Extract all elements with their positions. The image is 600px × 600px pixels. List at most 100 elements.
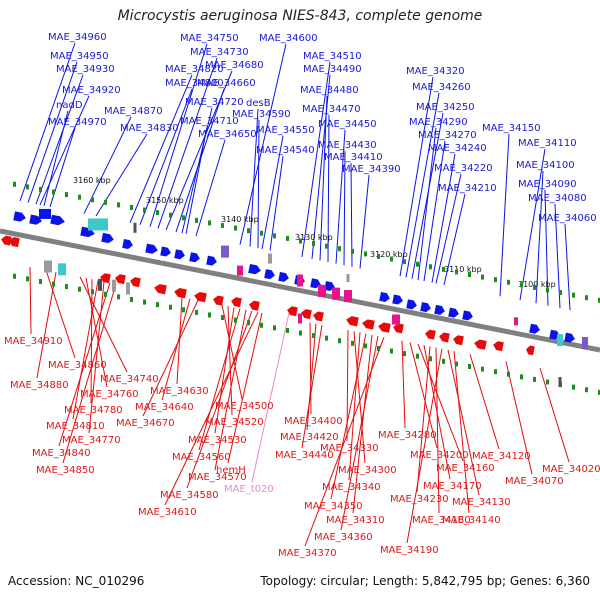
reverse-gene-arrow bbox=[378, 322, 391, 333]
gene-label-top: MAE_34920 bbox=[62, 85, 121, 96]
scale-tick-mark bbox=[442, 358, 445, 364]
leader-line-bottom bbox=[417, 343, 464, 462]
rna-feature-box bbox=[297, 274, 303, 287]
gene-label-top: MAE_34950 bbox=[50, 51, 109, 62]
leader-line-top bbox=[257, 119, 260, 249]
gene-label-top: MAE_34800 bbox=[165, 78, 224, 89]
leader-line-bottom bbox=[306, 323, 317, 431]
leader-line-top bbox=[35, 74, 84, 205]
gene-label-top: MAE_34390 bbox=[342, 164, 401, 175]
kbp-tick-label: 3140 kbp bbox=[221, 215, 259, 224]
reverse-gene-arrow bbox=[174, 288, 187, 299]
leader-line-bottom bbox=[330, 333, 367, 500]
leader-line-bottom bbox=[304, 336, 385, 547]
scale-tick-mark bbox=[351, 340, 354, 346]
leader-line-bottom bbox=[227, 312, 263, 464]
scale-tick-mark bbox=[39, 186, 42, 192]
leader-line-top bbox=[301, 61, 331, 257]
forward-gene-arrow bbox=[278, 271, 289, 282]
scale-tick-mark bbox=[338, 338, 341, 344]
scale-tick-mark bbox=[182, 215, 185, 221]
scale-tick-mark bbox=[117, 294, 120, 300]
forward-gene-arrow bbox=[392, 294, 403, 305]
scale-tick-mark bbox=[546, 287, 549, 293]
scale-tick-mark bbox=[377, 253, 380, 259]
leader-line-bottom bbox=[409, 342, 438, 449]
scale-tick-mark bbox=[299, 330, 302, 336]
scale-tick-mark bbox=[39, 278, 42, 284]
scale-tick-mark bbox=[299, 238, 302, 244]
reverse-gene-arrow bbox=[425, 329, 436, 340]
gene-label-top: MAE_34320 bbox=[406, 66, 465, 77]
gene-label-bottom: MAE_34740 bbox=[100, 374, 159, 385]
rna-feature-box bbox=[392, 314, 400, 325]
scale-tick-mark bbox=[403, 259, 406, 265]
leader-line-top bbox=[185, 126, 208, 234]
forward-gene-arrow bbox=[420, 302, 431, 313]
gene-label-bottom: MAE_34190 bbox=[380, 545, 439, 556]
leader-line-bottom bbox=[176, 297, 183, 385]
rna-feature-box bbox=[557, 334, 563, 347]
gene-label-top: MAE_34430 bbox=[318, 140, 377, 151]
forward-gene-arrow bbox=[80, 226, 95, 238]
scale-tick-mark bbox=[494, 277, 497, 283]
gene-label-bottom: MAE_34570 bbox=[188, 472, 247, 483]
forward-gene-arrow bbox=[101, 232, 114, 244]
scale-tick-mark bbox=[247, 228, 250, 234]
rna-feature-box bbox=[88, 218, 108, 231]
forward-gene-arrow bbox=[434, 304, 445, 315]
leader-line-top bbox=[544, 189, 549, 306]
leader-line-bottom bbox=[221, 304, 243, 400]
gene-label-bottom: MAE_34580 bbox=[160, 490, 219, 501]
gene-label-top: MAE_34110 bbox=[518, 138, 577, 149]
reverse-gene-arrow bbox=[362, 319, 375, 330]
scale-tick-mark bbox=[572, 384, 575, 390]
forward-gene-arrow bbox=[529, 323, 540, 334]
gene-label-top: MAE_34970 bbox=[48, 117, 107, 128]
misc-feature-box bbox=[268, 253, 272, 264]
gene-label-top: desB bbox=[246, 98, 271, 109]
scale-tick-mark bbox=[494, 369, 497, 375]
leader-line-bottom bbox=[62, 283, 117, 464]
kbp-tick-label: 3110 kbp bbox=[444, 265, 482, 274]
gene-label-bottom: MAE_34850 bbox=[36, 465, 95, 476]
forward-gene-arrow bbox=[29, 214, 42, 225]
scale-tick-mark bbox=[234, 225, 237, 231]
scale-tick-mark bbox=[78, 286, 81, 292]
reverse-gene-arrow bbox=[231, 297, 242, 308]
gene-label-top: MAE_34490 bbox=[303, 64, 362, 75]
leader-line-top bbox=[319, 95, 328, 261]
gene-label-top: MAE_34470 bbox=[302, 104, 361, 115]
reverse-gene-arrow bbox=[393, 323, 404, 334]
gene-label-bottom: MAE_34780 bbox=[64, 405, 123, 416]
reverse-gene-arrow bbox=[249, 300, 260, 311]
reverse-gene-arrow bbox=[313, 311, 324, 322]
misc-feature-box bbox=[558, 377, 562, 388]
gene-label-top: MAE_34590 bbox=[232, 109, 291, 120]
rna-feature-box bbox=[58, 263, 66, 276]
scale-tick-mark bbox=[286, 235, 289, 241]
genome-title: Microcystis aeruginosa NIES-843, complet… bbox=[117, 8, 483, 24]
leader-line-top bbox=[431, 153, 456, 283]
leader-line-bottom bbox=[186, 310, 253, 489]
leader-line-bottom bbox=[447, 349, 480, 496]
gene-label-bottom: MAE_34170 bbox=[423, 481, 482, 492]
gene-label-top: MAE_34100 bbox=[516, 160, 575, 171]
scale-tick-mark bbox=[13, 273, 16, 279]
scale-tick-mark bbox=[195, 309, 198, 315]
gene-label-bottom: MAE_34770 bbox=[62, 435, 121, 446]
scale-tick-mark bbox=[364, 343, 367, 349]
leader-line-top bbox=[443, 193, 466, 286]
gene-label-bottom: MAE_34560 bbox=[172, 452, 231, 463]
scale-tick-mark bbox=[91, 197, 94, 203]
gene-label-bottom: hemH bbox=[216, 465, 246, 476]
leader-line-bottom bbox=[505, 361, 533, 475]
leader-line-bottom bbox=[164, 311, 259, 506]
scale-tick-mark bbox=[234, 317, 237, 323]
gene-label-top: MAE_34870 bbox=[104, 106, 163, 117]
accession-text: Accession: NC_010296 bbox=[8, 574, 145, 588]
forward-gene-arrow bbox=[122, 238, 133, 249]
scale-tick-mark bbox=[65, 192, 68, 198]
forward-gene-arrow bbox=[406, 299, 417, 310]
